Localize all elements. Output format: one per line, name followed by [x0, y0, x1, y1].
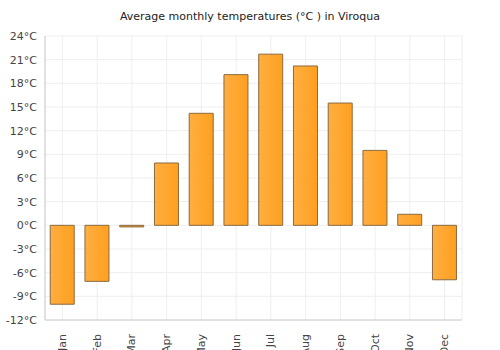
- svg-text:18°C: 18°C: [10, 77, 37, 90]
- svg-text:-12°C: -12°C: [8, 314, 37, 327]
- svg-text:Jun: Jun: [230, 334, 243, 350]
- svg-text:Sep: Sep: [334, 334, 347, 350]
- svg-text:Dec: Dec: [438, 334, 451, 350]
- svg-text:Nov: Nov: [403, 334, 416, 350]
- svg-text:-3°C: -3°C: [13, 243, 37, 256]
- svg-text:May: May: [195, 334, 208, 350]
- svg-text:Jan: Jan: [56, 334, 69, 350]
- svg-text:-6°C: -6°C: [13, 267, 37, 280]
- svg-text:Feb: Feb: [91, 334, 104, 350]
- svg-text:Mar: Mar: [125, 334, 138, 350]
- svg-text:24°C: 24°C: [10, 30, 37, 43]
- svg-text:Apr: Apr: [160, 334, 173, 350]
- svg-text:Aug: Aug: [299, 334, 312, 350]
- svg-text:Jul: Jul: [264, 334, 277, 348]
- svg-text:21°C: 21°C: [10, 54, 37, 67]
- svg-text:3°C: 3°C: [17, 196, 37, 209]
- svg-text:6°C: 6°C: [17, 172, 37, 185]
- svg-text:12°C: 12°C: [10, 125, 37, 138]
- svg-text:9°C: 9°C: [17, 148, 37, 161]
- svg-text:-9°C: -9°C: [13, 290, 37, 303]
- html-text:Average monthly temperatures (: Average monthly temperatures (°C ) in Vi…: [119, 10, 381, 23]
- svg-text:15°C: 15°C: [10, 101, 37, 114]
- svg-text:0°C: 0°C: [17, 219, 37, 232]
- svg-text:Oct: Oct: [369, 333, 382, 350]
